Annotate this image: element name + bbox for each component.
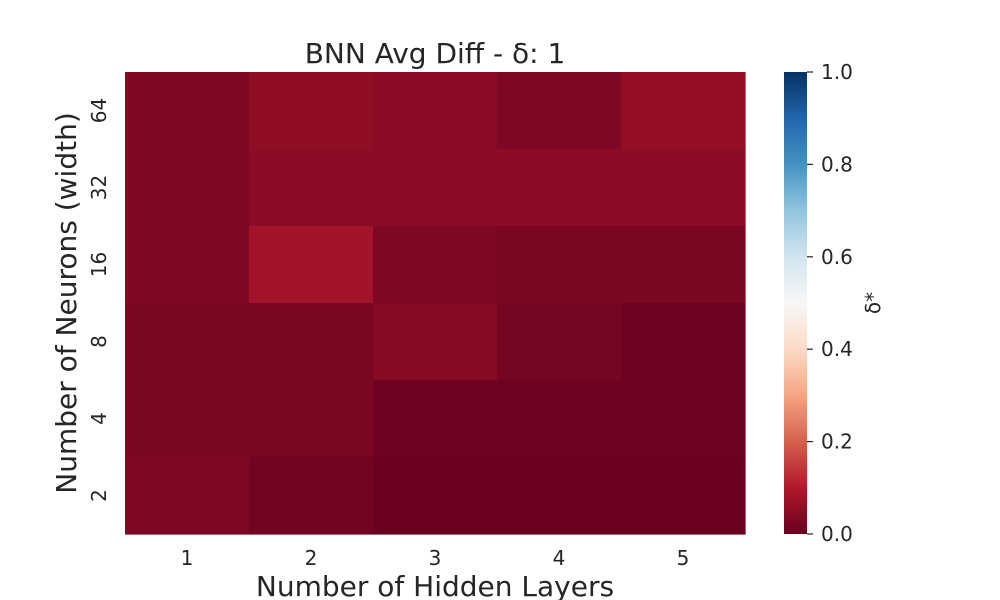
heatmap-cell — [373, 457, 498, 535]
heatmap-cell — [621, 380, 746, 458]
heatmap-cell — [125, 72, 250, 150]
heatmap-cell — [497, 457, 622, 535]
heatmap-cell — [621, 457, 746, 535]
heatmap-cell — [125, 303, 250, 381]
y-tick-label: 16 — [87, 252, 111, 277]
heatmap-cell — [249, 226, 374, 304]
heatmap-cell — [125, 149, 250, 227]
y-tick-label: 2 — [87, 489, 111, 502]
colorbar — [784, 72, 807, 534]
colorbar-ticks: 0.0 0.2 0.4 0.6 0.8 1.0 — [807, 60, 853, 546]
heatmap-cell — [497, 303, 622, 381]
y-tick-labels: 64 32 16 8 4 2 — [87, 98, 111, 502]
heatmap-cell — [621, 149, 746, 227]
heatmap-cell — [249, 457, 374, 535]
heatmap-cell — [249, 72, 374, 150]
heatmap-cell — [621, 226, 746, 304]
heatmap-cell — [249, 303, 374, 381]
y-axis-label: Number of Neurons (width) — [50, 112, 83, 493]
heatmap-cell — [125, 380, 250, 458]
x-tick-label: 1 — [181, 546, 194, 570]
colorbar-tick-label: 0.8 — [821, 152, 853, 176]
heatmap-cells — [125, 72, 746, 535]
heatmap-cell — [497, 380, 622, 458]
heatmap-cell — [249, 380, 374, 458]
x-tick-labels: 1 2 3 4 5 — [181, 546, 690, 570]
heatmap-cell — [621, 72, 746, 150]
heatmap-cell — [621, 303, 746, 381]
y-tick-label: 32 — [87, 175, 111, 200]
colorbar-tick-label: 0.2 — [821, 430, 853, 454]
heatmap-cell — [373, 226, 498, 304]
heatmap-cell — [373, 149, 498, 227]
x-axis-label: Number of Hidden Layers — [256, 570, 614, 600]
heatmap-cell — [373, 303, 498, 381]
heatmap-cell — [497, 149, 622, 227]
chart-title: BNN Avg Diff - δ: 1 — [305, 37, 566, 70]
x-tick-label: 4 — [553, 546, 566, 570]
y-tick-label: 8 — [87, 335, 111, 348]
heatmap-cell — [497, 72, 622, 150]
heatmap-cell — [249, 149, 374, 227]
y-tick-label: 64 — [87, 98, 111, 123]
heatmap-cell — [373, 72, 498, 150]
colorbar-tick-label: 0.6 — [821, 245, 853, 269]
colorbar-label: δ* — [861, 292, 885, 314]
colorbar-tick-label: 1.0 — [821, 60, 853, 84]
heatmap-cell — [497, 226, 622, 304]
y-tick-label: 4 — [87, 412, 111, 425]
x-tick-label: 3 — [429, 546, 442, 570]
x-tick-label: 5 — [677, 546, 690, 570]
heatmap-cell — [125, 226, 250, 304]
colorbar-tick-label: 0.4 — [821, 337, 853, 361]
x-tick-label: 2 — [305, 546, 318, 570]
colorbar-tick-label: 0.0 — [821, 522, 853, 546]
heatmap-cell — [373, 380, 498, 458]
heatmap-cell — [125, 457, 250, 535]
